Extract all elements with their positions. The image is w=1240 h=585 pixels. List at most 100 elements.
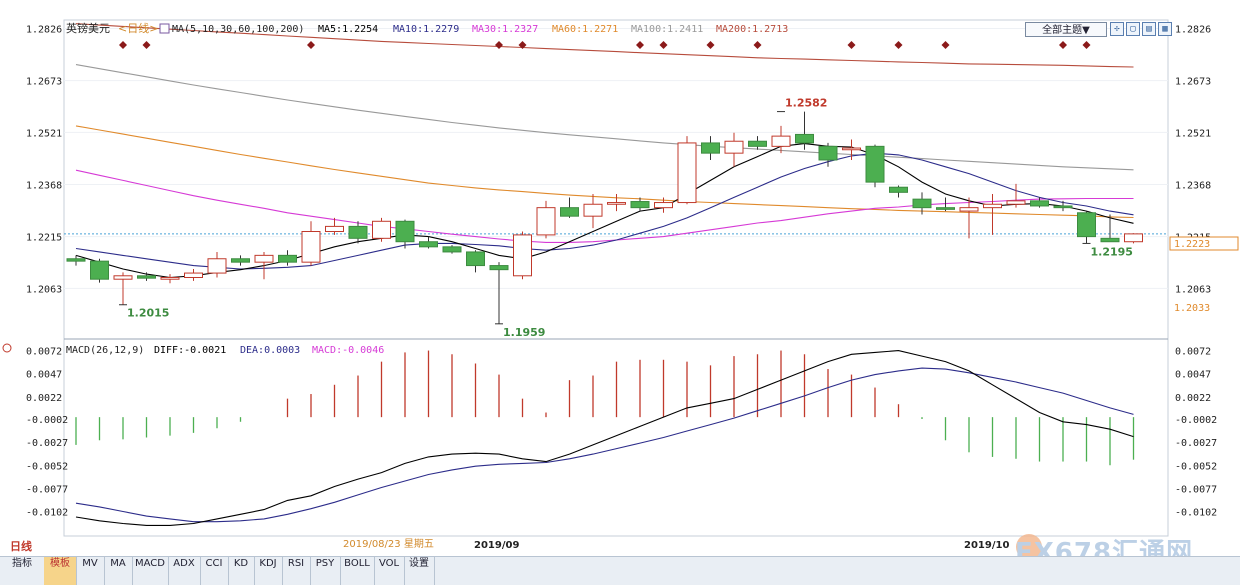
event-marker[interactable]: [753, 41, 762, 49]
ma30-value: MA30:1.2327: [472, 24, 538, 35]
price-tick-left: 1.2826: [26, 24, 62, 35]
candle: [254, 251, 274, 280]
macd-tick-left: -0.0077: [26, 484, 68, 495]
layout-icon[interactable]: ▢: [1126, 22, 1140, 36]
candle: [1077, 211, 1096, 244]
candle-body: [748, 140, 767, 147]
candle-body: [1077, 212, 1096, 238]
candle: [842, 139, 861, 160]
candle-body: [184, 272, 203, 278]
candle: [372, 217, 391, 242]
moving-average-lines: [75, 23, 1134, 279]
tab-boll[interactable]: BOLL: [340, 557, 375, 585]
candle-body: [278, 254, 297, 263]
candle: [1053, 200, 1073, 212]
candle-body: [66, 258, 86, 262]
price-tick-right: 1.2521: [1175, 128, 1211, 139]
candle-body: [607, 202, 626, 205]
price-tick-right: 1.2063: [1175, 284, 1211, 295]
candle: [795, 111, 814, 150]
candle: [724, 132, 744, 167]
candle: [301, 221, 321, 266]
tab-rsi[interactable]: RSI: [282, 557, 311, 585]
theme-dropdown[interactable]: 全部主题▼: [1025, 22, 1107, 37]
chart-frame: [63, 19, 1169, 537]
lower-price-tag: 1.2033: [1174, 303, 1210, 314]
event-marker[interactable]: [518, 41, 527, 49]
candle: [113, 272, 133, 305]
candle-body: [1053, 205, 1073, 209]
tab-adx[interactable]: ADX: [168, 557, 201, 585]
last-price-tag: 1.2223: [1174, 239, 1210, 250]
event-marker[interactable]: [142, 41, 151, 49]
event-marker[interactable]: [1059, 41, 1067, 49]
candle-body: [231, 258, 250, 263]
tab-指标[interactable]: 指标: [0, 557, 45, 585]
crosshair-icon[interactable]: ✢: [1110, 22, 1124, 36]
tab-设置[interactable]: 设置: [404, 557, 435, 585]
ma60-line: [75, 125, 1134, 219]
candle-body: [137, 275, 156, 279]
tab-vol[interactable]: VOL: [374, 557, 405, 585]
tab-模板[interactable]: 模板: [44, 557, 77, 585]
tab-mv[interactable]: MV: [76, 557, 105, 585]
macd-settings-icon[interactable]: [2, 343, 12, 353]
tab-macd[interactable]: MACD: [132, 557, 169, 585]
candle-body: [160, 276, 180, 280]
ma-toggle-icon[interactable]: [159, 23, 170, 34]
tab-cci[interactable]: CCI: [200, 557, 229, 585]
candle-body: [865, 145, 885, 183]
candle-body: [419, 241, 438, 248]
price-tick-right: 1.2673: [1175, 77, 1211, 88]
candle: [818, 142, 838, 167]
tab-ma[interactable]: MA: [104, 557, 133, 585]
event-marker[interactable]: [706, 41, 715, 49]
tab-kd[interactable]: KD: [228, 557, 255, 585]
candle-body: [818, 145, 838, 161]
ma200-line: [75, 23, 1134, 68]
candle: [184, 268, 203, 281]
macd-tick-left: 0.0072: [26, 347, 62, 358]
macd-tick-left: -0.0052: [26, 461, 68, 472]
event-marker[interactable]: [636, 41, 644, 49]
event-marker[interactable]: [894, 41, 903, 49]
candle: [348, 221, 368, 244]
candle-body: [654, 202, 673, 209]
candle: [607, 194, 626, 212]
ma60-value: MA60:1.2271: [552, 24, 618, 35]
candle: [771, 125, 791, 154]
period-tab-label[interactable]: 日线: [10, 539, 32, 553]
tab-psy[interactable]: PSY: [310, 557, 341, 585]
chart-icon[interactable]: ▤: [1142, 22, 1156, 36]
candle-body: [1124, 233, 1143, 243]
candle-body: [889, 186, 908, 193]
candle-body: [912, 198, 932, 209]
candle: [889, 185, 908, 198]
macd-tick-right: -0.0102: [1175, 508, 1217, 519]
symbol-label: 英镑美元: [66, 21, 110, 35]
ma10-line: [75, 152, 1134, 270]
grid-icon[interactable]: ▦: [1158, 22, 1172, 36]
event-marker[interactable]: [119, 41, 127, 49]
candle-body: [348, 225, 368, 239]
macd-tick-left: 0.0047: [26, 370, 62, 381]
candle-body: [630, 201, 650, 209]
y-tick-labels: 1.2826 1.2826 1.2673 1.2673 1.2521 1.2521 1.23…: [26, 24, 1217, 518]
annotation-label: 1.2582: [785, 97, 827, 110]
candle: [66, 255, 86, 266]
event-marker[interactable]: [1082, 41, 1091, 49]
candle-body: [677, 142, 697, 204]
macd-tick-right: -0.0027: [1175, 438, 1217, 449]
event-marker[interactable]: [847, 41, 856, 49]
event-marker[interactable]: [659, 41, 668, 49]
indicator-tab-bar: 指标 模板 MV MA MACD ADX CCI KD KDJ RSI PSY BOLL VOL 设置: [0, 556, 1240, 585]
period-label[interactable]: <日线>: [118, 21, 158, 35]
candle-body: [842, 147, 861, 151]
candle: [231, 255, 250, 266]
tab-kdj[interactable]: KDJ: [254, 557, 283, 585]
last-price-tag-box: [1169, 236, 1239, 251]
event-marker[interactable]: [941, 41, 950, 49]
event-marker[interactable]: [495, 41, 503, 49]
event-marker[interactable]: [307, 41, 315, 49]
ma30-line: [75, 169, 1134, 243]
